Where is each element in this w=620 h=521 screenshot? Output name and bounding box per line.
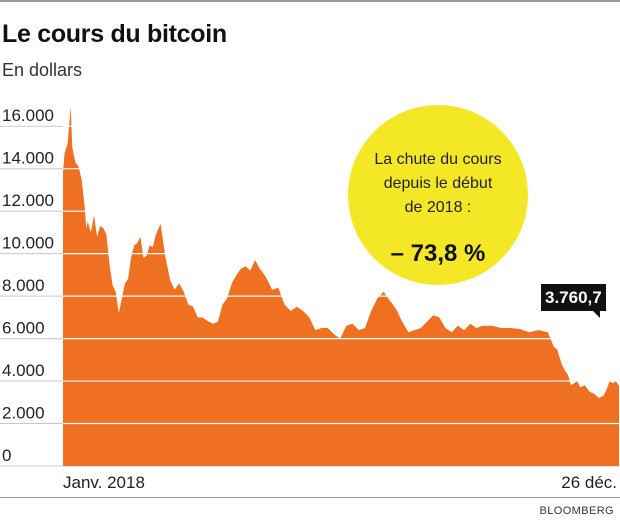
- source-label: BLOOMBERG: [539, 505, 614, 517]
- y-tick-label: 12.000: [2, 191, 54, 210]
- y-tick-label: 14.000: [2, 149, 54, 168]
- price-area-path: [63, 107, 619, 466]
- x-start-label: Janv. 2018: [63, 473, 145, 492]
- chart-title: Le cours du bitcoin: [2, 20, 227, 48]
- decline-callout-text: La chute du cours depuis le début de 201…: [348, 148, 528, 220]
- callout-line-2: depuis le début: [383, 175, 493, 192]
- decline-callout-circle: [348, 105, 528, 285]
- y-axis-tick-labels: 0 2.000 4.000 6.000 8.000 10.000 12.000 14.000 1…: [2, 106, 54, 465]
- bottom-rule: [0, 497, 620, 498]
- x-axis-tick-labels: Janv. 2018 26 déc.: [63, 473, 617, 492]
- y-tick-label: 0: [2, 446, 11, 465]
- top-rule: [0, 0, 620, 2]
- y-tick-label: 8.000: [2, 276, 45, 295]
- y-tick-label: 6.000: [2, 319, 45, 338]
- decline-percentage: – 73,8 %: [390, 240, 486, 267]
- y-tick-label: 10.000: [2, 234, 54, 253]
- last-value-label: 3.760,7: [541, 284, 606, 318]
- price-area: [63, 107, 619, 466]
- callout-line-1: La chute du cours: [374, 151, 502, 168]
- y-tick-label: 16.000: [2, 106, 54, 125]
- callout-line-3: de 2018 :: [404, 199, 472, 216]
- x-end-label: 26 déc.: [561, 473, 617, 492]
- y-tick-label: 4.000: [2, 361, 45, 380]
- chart-subtitle: En dollars: [2, 60, 83, 80]
- y-tick-label: 2.000: [2, 404, 45, 423]
